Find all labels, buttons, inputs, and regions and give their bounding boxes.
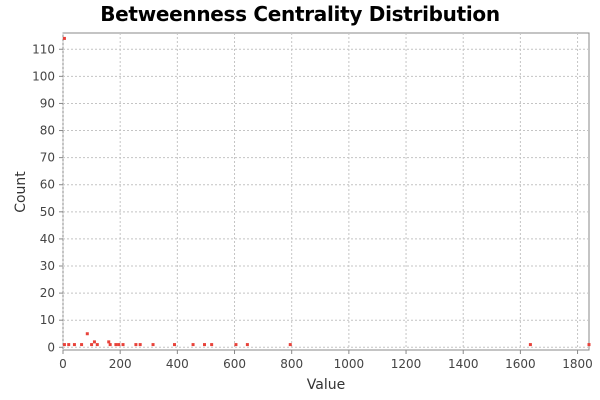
data-point — [117, 343, 121, 347]
y-tick-label: 10 — [40, 313, 55, 327]
x-tick-label: 800 — [280, 357, 303, 371]
x-tick-label: 1000 — [334, 357, 365, 371]
data-point — [90, 343, 94, 347]
data-point — [234, 343, 238, 347]
y-tick-label: 0 — [47, 340, 55, 354]
y-tick-label: 110 — [32, 42, 55, 56]
y-tick-label: 90 — [40, 96, 55, 110]
y-tick-label: 50 — [40, 205, 55, 219]
y-tick-label: 20 — [40, 286, 55, 300]
data-point — [210, 343, 214, 347]
axes: 0 200 400 600 800 1000 1200 1400 1600 1800 0 10 20 30… — [32, 42, 593, 371]
data-point — [67, 343, 71, 347]
chart-title: Betweenness Centrality Distribution — [100, 2, 500, 26]
data-point — [151, 343, 155, 347]
x-tick-label: 1800 — [562, 357, 593, 371]
grid-lines — [62, 33, 589, 350]
data-point — [92, 340, 96, 344]
x-tick-label: 400 — [166, 357, 189, 371]
data-point — [80, 343, 84, 347]
x-tick-label: 600 — [223, 357, 246, 371]
y-tick-label: 100 — [32, 69, 55, 83]
data-point — [587, 343, 591, 347]
x-tick-label: 1200 — [391, 357, 422, 371]
data-point — [62, 343, 66, 347]
data-point — [85, 332, 89, 336]
data-point — [172, 343, 176, 347]
y-tick-label: 80 — [40, 124, 55, 138]
data-point — [203, 343, 207, 347]
data-point — [114, 343, 118, 347]
data-point — [134, 343, 138, 347]
x-tick-label: 1600 — [505, 357, 536, 371]
plot-area — [62, 32, 590, 351]
data-point — [107, 340, 111, 344]
data-point — [245, 343, 249, 347]
data-point — [62, 36, 66, 40]
y-axis-label: Count — [13, 171, 29, 213]
data-point — [288, 343, 292, 347]
x-tick-label: 0 — [59, 357, 67, 371]
data-point — [95, 343, 99, 347]
data-point — [191, 343, 195, 347]
data-point — [121, 343, 125, 347]
x-axis-label: Value — [307, 377, 345, 393]
x-tick-label: 200 — [109, 357, 132, 371]
data-point — [138, 343, 142, 347]
data-point — [528, 343, 532, 347]
y-tick-label: 40 — [40, 232, 55, 246]
y-tick-label: 70 — [40, 151, 55, 165]
data-point — [72, 343, 76, 347]
data-point — [108, 343, 112, 347]
y-tick-label: 60 — [40, 178, 55, 192]
y-tick-label: 30 — [40, 259, 55, 273]
x-tick-label: 1400 — [448, 357, 479, 371]
data-points — [62, 36, 591, 347]
